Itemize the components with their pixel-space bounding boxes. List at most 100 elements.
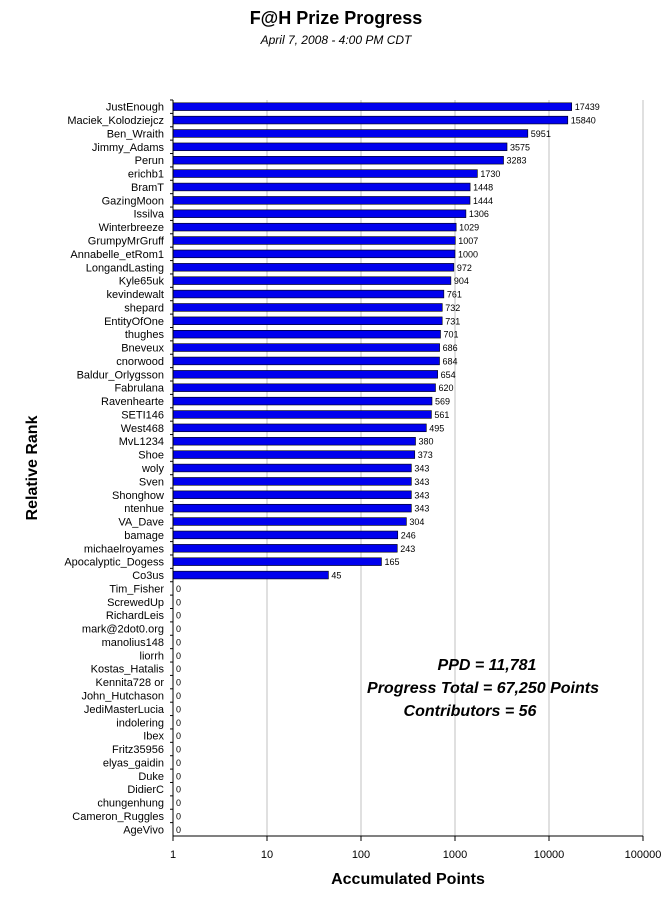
category-label: GazingMoon [102, 195, 164, 207]
data-label: 3283 [507, 156, 527, 166]
bar [172, 463, 412, 473]
bar [172, 209, 467, 218]
bar [172, 423, 427, 433]
bar [172, 330, 441, 339]
category-label: BramT [131, 182, 164, 194]
data-label: 0 [176, 691, 181, 701]
data-label: 0 [176, 771, 181, 781]
bar [172, 142, 508, 152]
data-label: 1000 [458, 249, 478, 259]
x-tick-label: 100000 [625, 849, 662, 861]
data-label: 0 [176, 624, 181, 634]
data-label: 0 [176, 731, 181, 741]
data-label: 1444 [473, 196, 493, 206]
data-label: 686 [443, 343, 458, 353]
bars [172, 102, 573, 580]
data-label: 0 [176, 758, 181, 768]
data-label: 343 [414, 477, 429, 487]
category-label: Fabrulana [114, 383, 164, 395]
category-label: liorrh [140, 650, 164, 662]
category-label: Ibex [143, 731, 164, 743]
bar [172, 356, 440, 366]
category-label: Kostas_Hatalis [91, 664, 165, 676]
bar [172, 490, 412, 499]
bar [172, 196, 471, 205]
category-label: kevindewalt [107, 289, 164, 301]
category-label: Ben_Wraith [107, 128, 164, 140]
category-label: Perun [135, 155, 164, 167]
data-label: 5951 [531, 129, 551, 139]
data-label: 904 [454, 276, 469, 286]
category-label: West468 [121, 423, 164, 435]
category-label: ScrewedUp [107, 597, 164, 609]
category-label: indolering [116, 717, 164, 729]
data-label: 0 [176, 584, 181, 594]
category-label: Tim_Fisher [109, 583, 164, 595]
data-label: 343 [414, 464, 429, 474]
contributors-annotation: Contributors = 56 [404, 703, 537, 720]
data-label: 620 [438, 383, 453, 393]
bar [172, 249, 456, 259]
category-label: JustEnough [106, 102, 164, 114]
data-label: 343 [414, 490, 429, 500]
data-label: 0 [176, 825, 181, 835]
x-tick-label: 10 [261, 849, 273, 861]
category-label: michaelroyames [84, 543, 165, 555]
ppd-annotation: PPD = 11,781 [438, 657, 537, 674]
category-label: Fritz35956 [112, 744, 164, 756]
category-label: John_Hutchason [81, 690, 164, 702]
data-label: 495 [429, 423, 444, 433]
category-label: Shoe [138, 450, 164, 462]
category-label: elyas_gaidin [103, 757, 164, 769]
bar [172, 169, 478, 178]
data-label: 246 [401, 530, 416, 540]
data-label: 0 [176, 704, 181, 714]
data-label: 0 [176, 597, 181, 607]
category-label: SETI146 [121, 409, 164, 421]
category-label: Annabelle_etRom1 [70, 249, 164, 261]
category-label: Duke [138, 771, 164, 783]
category-label: MvL1234 [119, 436, 164, 448]
category-label: Issilva [133, 209, 164, 221]
data-label: 1029 [459, 223, 479, 233]
category-label: bamage [124, 530, 164, 542]
progress-total-annotation: Progress Total = 67,250 Points [367, 680, 599, 697]
category-label: GrumpyMrGruff [88, 236, 165, 248]
data-label: 304 [409, 517, 424, 527]
category-label: LongandLasting [86, 262, 164, 274]
category-label: EntityOfOne [104, 316, 164, 328]
bar [172, 129, 529, 138]
category-label: shepard [124, 302, 164, 314]
data-label: 0 [176, 745, 181, 755]
data-label: 380 [418, 437, 433, 447]
data-label: 343 [414, 504, 429, 514]
bar [172, 370, 438, 379]
bar [172, 557, 382, 566]
x-tick-label: 100 [352, 849, 370, 861]
category-label: woly [141, 463, 165, 475]
labels: 1 10 100 1000 10000 10000017439JustEnough1584… [64, 102, 661, 861]
bar [172, 236, 456, 245]
data-label: 0 [176, 798, 181, 808]
bar [172, 222, 457, 232]
bar [172, 263, 455, 272]
data-label: 243 [400, 544, 415, 554]
data-label: 0 [176, 785, 181, 795]
data-label: 0 [176, 678, 181, 688]
data-label: 45 [331, 571, 341, 581]
data-label: 731 [445, 316, 460, 326]
data-label: 732 [445, 303, 460, 313]
bar [172, 396, 433, 406]
bar [172, 437, 416, 446]
category-label: Co3us [132, 570, 164, 582]
category-label: Shonghow [112, 490, 164, 502]
data-label: 701 [443, 330, 458, 340]
data-label: 0 [176, 651, 181, 661]
category-label: Maciek_Kolodziejcz [67, 115, 164, 127]
data-label: 684 [442, 356, 457, 366]
category-label: VA_Dave [118, 517, 164, 529]
chart-title: F@H Prize Progress [249, 8, 423, 28]
category-label: Apocalyptic_Dogess [64, 557, 164, 569]
category-label: Cameron_Ruggles [72, 811, 164, 823]
